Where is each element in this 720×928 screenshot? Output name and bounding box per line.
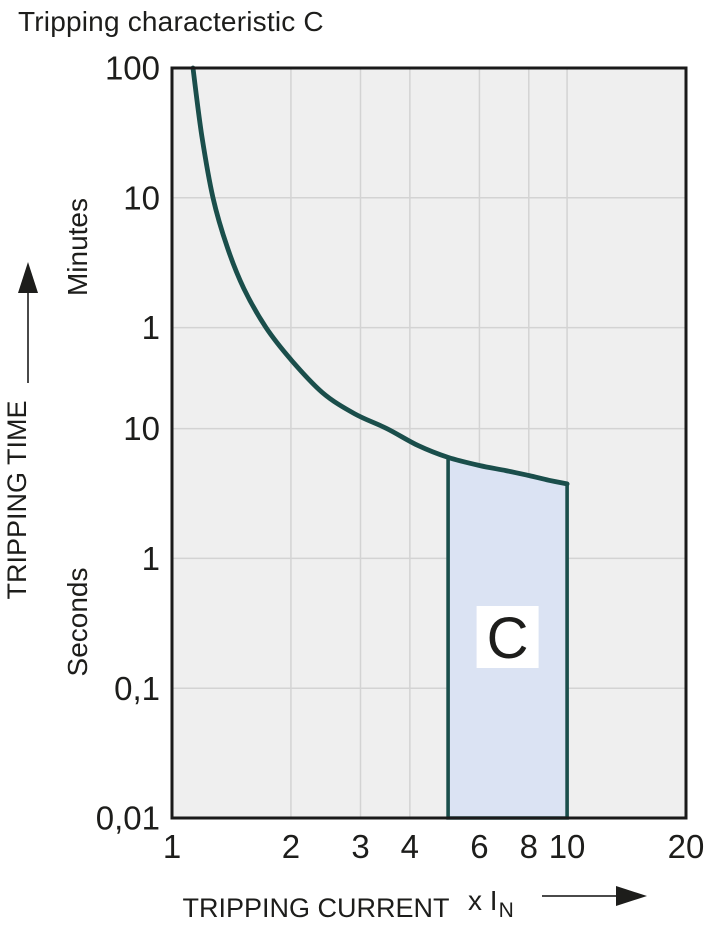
x-tick-label: 2 — [282, 828, 300, 865]
x-tick-label: 10 — [549, 828, 586, 865]
x-axis-labels: 1 2 3 4 6 8 10 20 — [163, 828, 705, 865]
y-axis-labels: 100 10 1 Minutes 10 1 0,1 0,01 Seconds — [62, 50, 160, 837]
plot-area — [172, 68, 686, 818]
region-label: C — [487, 606, 529, 671]
y-tick-label: 10 — [123, 179, 160, 216]
y-tick-label: 0,01 — [96, 800, 160, 837]
x-tick-label: 20 — [668, 828, 705, 865]
y-tick-label: 1 — [142, 309, 160, 346]
x-tick-label: 4 — [401, 828, 419, 865]
x-tick-label: 6 — [470, 828, 488, 865]
y-unit-label: Seconds — [62, 568, 93, 677]
up-arrow-icon — [18, 262, 38, 383]
y-unit-label: Minutes — [62, 198, 93, 296]
region-label-box — [476, 606, 539, 668]
tripping-curve — [190, 65, 570, 487]
x-tick-label: 1 — [163, 828, 181, 865]
y-tick-label: 1 — [142, 540, 160, 577]
x-tick-label: 3 — [351, 828, 369, 865]
y-tick-label: 100 — [105, 50, 160, 87]
chart-title: Tripping characteristic C — [18, 6, 324, 37]
plot-border — [170, 66, 688, 820]
y-tick-label: 0,1 — [114, 670, 160, 707]
right-arrow-icon — [542, 886, 647, 906]
y-tick-label: 10 — [123, 410, 160, 447]
y-axis-title: TRIPPING TIME — [2, 400, 32, 599]
x-axis-title: TRIPPING CURRENT — [182, 893, 449, 923]
x-axis-unit: x IN — [468, 885, 514, 922]
x-tick-label: 8 — [520, 828, 538, 865]
